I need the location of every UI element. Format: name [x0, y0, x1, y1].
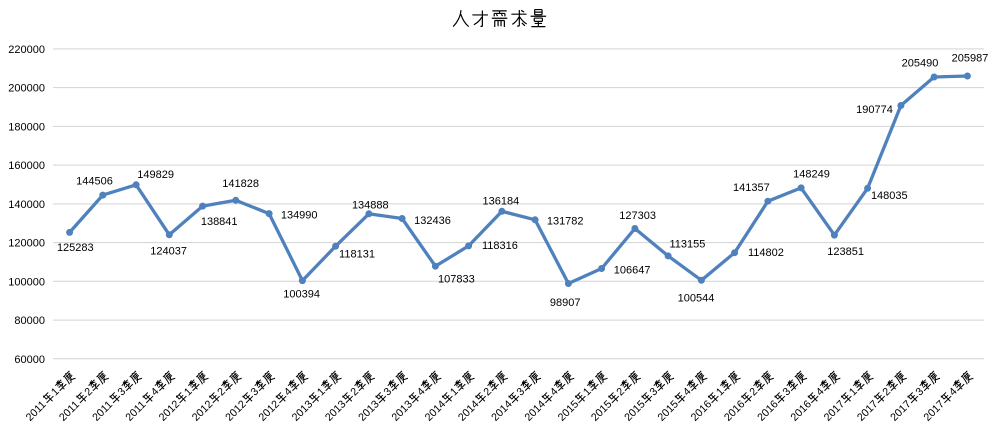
svg-text:140000: 140000	[8, 199, 45, 211]
svg-text:132436: 132436	[414, 215, 451, 227]
svg-text:123851: 123851	[827, 246, 864, 258]
svg-text:114802: 114802	[748, 247, 784, 259]
svg-text:149829: 149829	[137, 169, 174, 181]
svg-text:134888: 134888	[352, 199, 389, 211]
svg-text:120000: 120000	[8, 238, 45, 250]
svg-text:100394: 100394	[283, 289, 320, 301]
svg-text:98907: 98907	[550, 297, 581, 309]
svg-text:134990: 134990	[281, 209, 318, 221]
svg-text:144506: 144506	[76, 176, 113, 188]
svg-text:136184: 136184	[483, 195, 520, 207]
svg-text:80000: 80000	[14, 315, 45, 327]
svg-text:205490: 205490	[902, 58, 939, 70]
svg-text:148035: 148035	[871, 190, 908, 202]
svg-text:100000: 100000	[8, 276, 45, 288]
svg-text:118316: 118316	[482, 240, 518, 252]
svg-text:148249: 148249	[793, 169, 830, 181]
svg-text:141357: 141357	[733, 182, 770, 194]
svg-text:118131: 118131	[339, 249, 375, 261]
svg-text:200000: 200000	[8, 83, 45, 95]
svg-text:60000: 60000	[14, 354, 45, 366]
svg-text:106647: 106647	[614, 265, 651, 277]
svg-text:141828: 141828	[222, 178, 259, 190]
svg-text:205987: 205987	[952, 52, 989, 64]
svg-text:180000: 180000	[8, 121, 45, 133]
svg-text:125283: 125283	[57, 242, 94, 254]
svg-text:220000: 220000	[8, 44, 45, 56]
svg-text:127303: 127303	[619, 210, 656, 222]
svg-text:113155: 113155	[669, 239, 705, 251]
svg-text:100544: 100544	[678, 293, 715, 305]
svg-text:124037: 124037	[150, 246, 187, 258]
svg-text:160000: 160000	[8, 160, 45, 172]
svg-text:107833: 107833	[438, 274, 475, 286]
svg-text:138841: 138841	[201, 216, 238, 228]
svg-text:190774: 190774	[856, 104, 893, 116]
svg-text:131782: 131782	[547, 215, 584, 227]
